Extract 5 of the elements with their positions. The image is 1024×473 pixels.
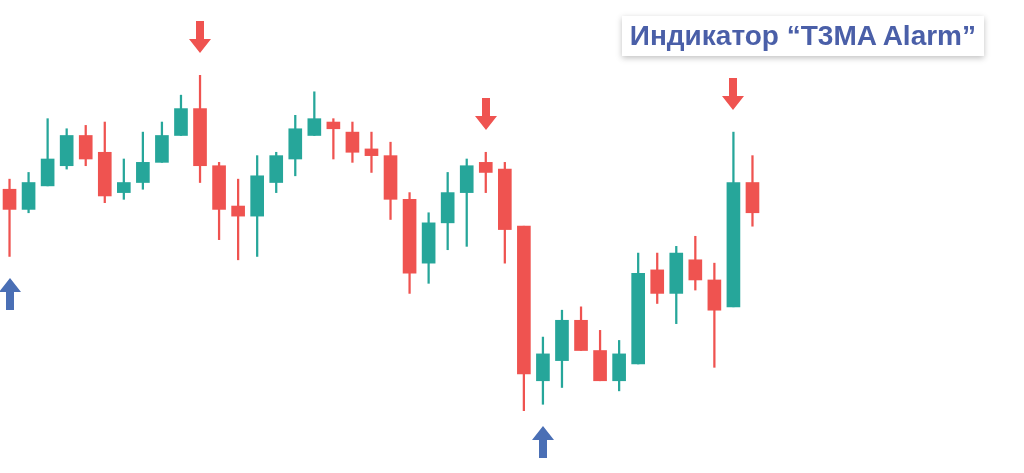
candlestick (326, 118, 341, 160)
candlestick (2, 178, 17, 257)
candlestick (707, 262, 722, 368)
candlestick (364, 131, 379, 173)
chart-title: Индикатор “T3MA Alarm” (621, 16, 984, 56)
